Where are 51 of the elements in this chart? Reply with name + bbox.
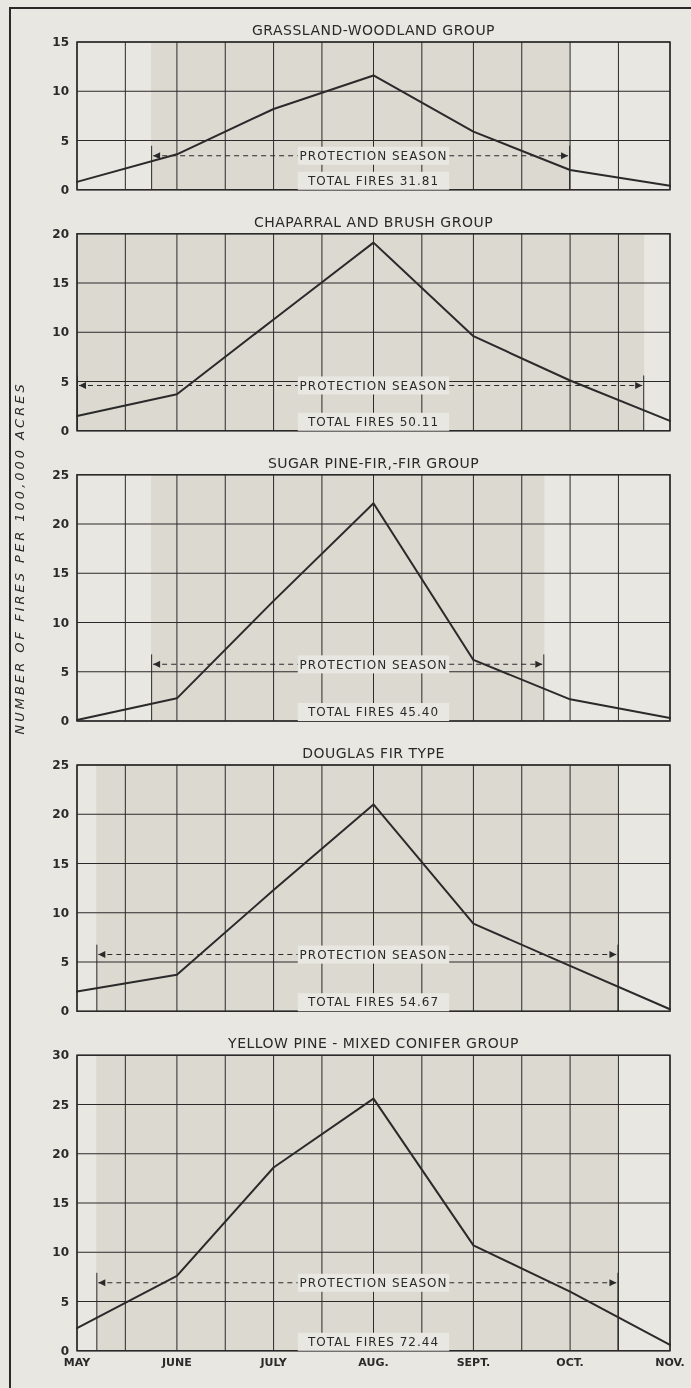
y-tick-label: 10 [52,905,69,920]
chart-title: GRASSLAND-WOODLAND GROUP [251,22,496,38]
y-tick-label: 25 [52,758,69,773]
x-tick-label: AUG. [358,1355,389,1369]
annotation: TOTAL FIRES 72.44 [306,1334,440,1349]
x-tick-label: OCT. [556,1355,584,1369]
x-tick-label: JUNE [161,1355,192,1369]
y-tick-label: 25 [52,1097,69,1112]
y-tick-label: 15 [52,1196,69,1211]
y-tick-label: 5 [60,664,69,679]
band-label: PROTECTION SEASON [299,657,448,672]
band-label: PROTECTION SEASON [299,1275,448,1290]
x-tick-label: JULY [259,1355,288,1369]
y-tick-label: 25 [52,467,69,482]
band-label: PROTECTION SEASON [299,947,448,962]
x-tick-label: NOV. [655,1355,685,1369]
y-tick-label: 0 [60,1004,69,1019]
y-tick-label: 5 [60,955,69,970]
y-tick-label: 10 [52,1245,69,1260]
y-tick-label: 0 [60,182,69,197]
y-tick-label: 15 [52,276,69,291]
y-tick-label: 20 [52,1146,69,1161]
y-tick-label: 10 [52,84,69,99]
chart-title: CHAPARRAL AND BRUSH GROUP [253,213,494,230]
y-tick-label: 20 [52,517,69,532]
y-tick-label: 15 [52,856,69,871]
chart-title: YELLOW PINE - MIXED CONIFER GROUP [227,1035,519,1052]
band-label: PROTECTION SEASON [299,148,448,163]
annotation: TOTAL FIRES 54.67 [306,995,440,1010]
y-tick-label: 15 [52,566,69,581]
y-tick-label: 20 [52,226,69,241]
y-tick-label: 0 [60,714,69,729]
chart-title: SUGAR PINE-FIR,-FIR GROUP [267,454,480,471]
annotation: TOTAL FIRES 50.11 [306,414,440,429]
y-axis-title: NUMBER OF FIRES PER 100,000 ACRES [12,381,27,735]
y-tick-label: 10 [52,615,69,630]
chart-title: DOUGLAS FIR TYPE [302,745,445,761]
x-tick-label: MAY [63,1355,92,1369]
annotation: TOTAL FIRES 45.40 [306,705,440,720]
y-tick-label: 20 [52,807,69,822]
y-tick-label: 5 [60,374,69,389]
y-tick-label: 5 [60,133,69,148]
y-tick-label: 15 [52,35,69,50]
y-tick-label: 5 [60,1294,69,1309]
x-tick-label: SEPT. [456,1355,491,1369]
y-tick-label: 30 [52,1048,69,1063]
band-label: PROTECTION SEASON [299,378,448,393]
y-tick-label: 0 [60,1343,69,1358]
y-tick-label: 0 [60,423,69,438]
y-tick-label: 10 [52,325,69,340]
annotation: TOTAL FIRES 31.81 [306,173,440,188]
